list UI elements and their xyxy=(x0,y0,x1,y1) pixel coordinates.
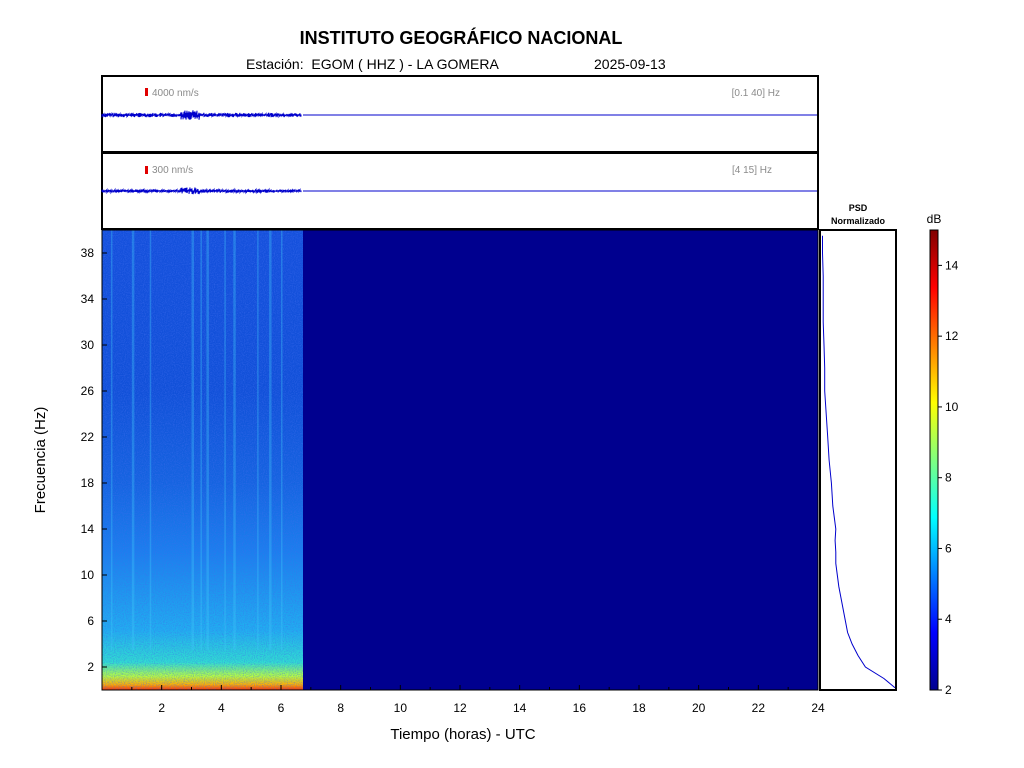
y-tick-label: 14 xyxy=(81,522,95,536)
psd-frame xyxy=(819,229,897,691)
colorbar-unit: dB xyxy=(927,212,942,226)
x-tick-label: 2 xyxy=(158,701,165,715)
spectrogram-noise xyxy=(102,230,303,690)
y-tick-label: 6 xyxy=(87,614,94,628)
psd-title-1: PSD xyxy=(849,203,868,213)
colorbar-tick-label: 12 xyxy=(945,329,959,343)
colorbar: dB 2 4 6 8 10 12 14 xyxy=(927,212,959,697)
y-tick-label: 10 xyxy=(81,568,95,582)
colorbar-tick-label: 8 xyxy=(945,471,952,485)
y-tick-label: 18 xyxy=(81,476,95,490)
scale-label-1: 4000 nm/s xyxy=(152,88,199,99)
x-tick-label: 8 xyxy=(337,701,344,715)
spectrogram-streak xyxy=(110,230,113,650)
spectrogram-streak xyxy=(269,230,272,650)
spectrogram-streak xyxy=(191,230,194,650)
y-tick-label: 30 xyxy=(81,338,95,352)
x-tick-label: 14 xyxy=(513,701,527,715)
y-axis-title: Frecuencia (Hz) xyxy=(32,407,49,514)
x-tick-label: 22 xyxy=(752,701,766,715)
y-tick-label: 34 xyxy=(81,292,95,306)
scale-bar-1 xyxy=(145,88,148,96)
trace-line-1 xyxy=(101,110,302,120)
y-tick-label: 22 xyxy=(81,430,95,444)
band-label-1: [0.1 40] Hz xyxy=(732,88,780,99)
colorbar-tick-label: 10 xyxy=(945,400,959,414)
spectrogram-streaks xyxy=(110,230,283,650)
chart-title: INSTITUTO GEOGRÁFICO NACIONAL xyxy=(299,28,623,48)
x-tick-label: 12 xyxy=(453,701,467,715)
y-tick-label: 26 xyxy=(81,384,95,398)
x-tick-label: 4 xyxy=(218,701,225,715)
spectrogram-streak xyxy=(131,230,135,650)
spectrogram-streak xyxy=(233,230,236,650)
spectrogram: 2 4 6 8 10 12 14 16 18 20 22 24 261014182226303438 … xyxy=(32,229,825,743)
trace-panel-broadband: 4000 nm/s [0.1 40] Hz xyxy=(101,75,819,153)
spectrogram-streak xyxy=(224,230,226,650)
psd-panel: PSD Normalizado xyxy=(819,203,897,691)
band-label-2: [4 15] Hz xyxy=(732,165,772,176)
psd-line xyxy=(822,235,896,689)
spectrogram-streak xyxy=(200,230,202,650)
spectrogram-streak xyxy=(281,230,283,650)
trace-panel-filtered: 300 nm/s [4 15] Hz xyxy=(101,152,819,230)
x-axis-title: Tiempo (horas) - UTC xyxy=(390,726,535,743)
colorbar-tick-label: 6 xyxy=(945,541,952,555)
x-tick-label: 10 xyxy=(394,701,408,715)
colorbar-gradient xyxy=(929,229,939,691)
date-label: 2025-09-13 xyxy=(594,56,666,72)
x-axis: 2 4 6 8 10 12 14 16 18 20 22 24 xyxy=(131,685,825,715)
scale-bar-2 xyxy=(145,166,148,174)
psd-title-2: Normalizado xyxy=(831,216,886,226)
x-tick-label: 6 xyxy=(278,701,285,715)
colorbar-tick-label: 2 xyxy=(945,683,952,697)
spectrogram-streak xyxy=(257,230,259,650)
x-tick-label: 16 xyxy=(573,701,587,715)
trace-line-2 xyxy=(101,187,302,195)
station-label: Estación: EGOM ( HHZ ) - LA GOMERA xyxy=(246,56,499,72)
colorbar-tick-label: 14 xyxy=(945,258,959,272)
x-tick-label: 24 xyxy=(811,701,825,715)
colorbar-tick-label: 4 xyxy=(945,612,952,626)
x-tick-label: 20 xyxy=(692,701,706,715)
scale-label-2: 300 nm/s xyxy=(152,165,193,176)
spectrogram-streak xyxy=(149,230,152,650)
spectrogram-streak xyxy=(206,230,209,650)
colorbar-ticks: 2 4 6 8 10 12 14 xyxy=(938,258,959,697)
y-tick-label: 38 xyxy=(81,246,95,260)
x-tick-label: 18 xyxy=(632,701,646,715)
y-tick-label: 2 xyxy=(87,660,94,674)
